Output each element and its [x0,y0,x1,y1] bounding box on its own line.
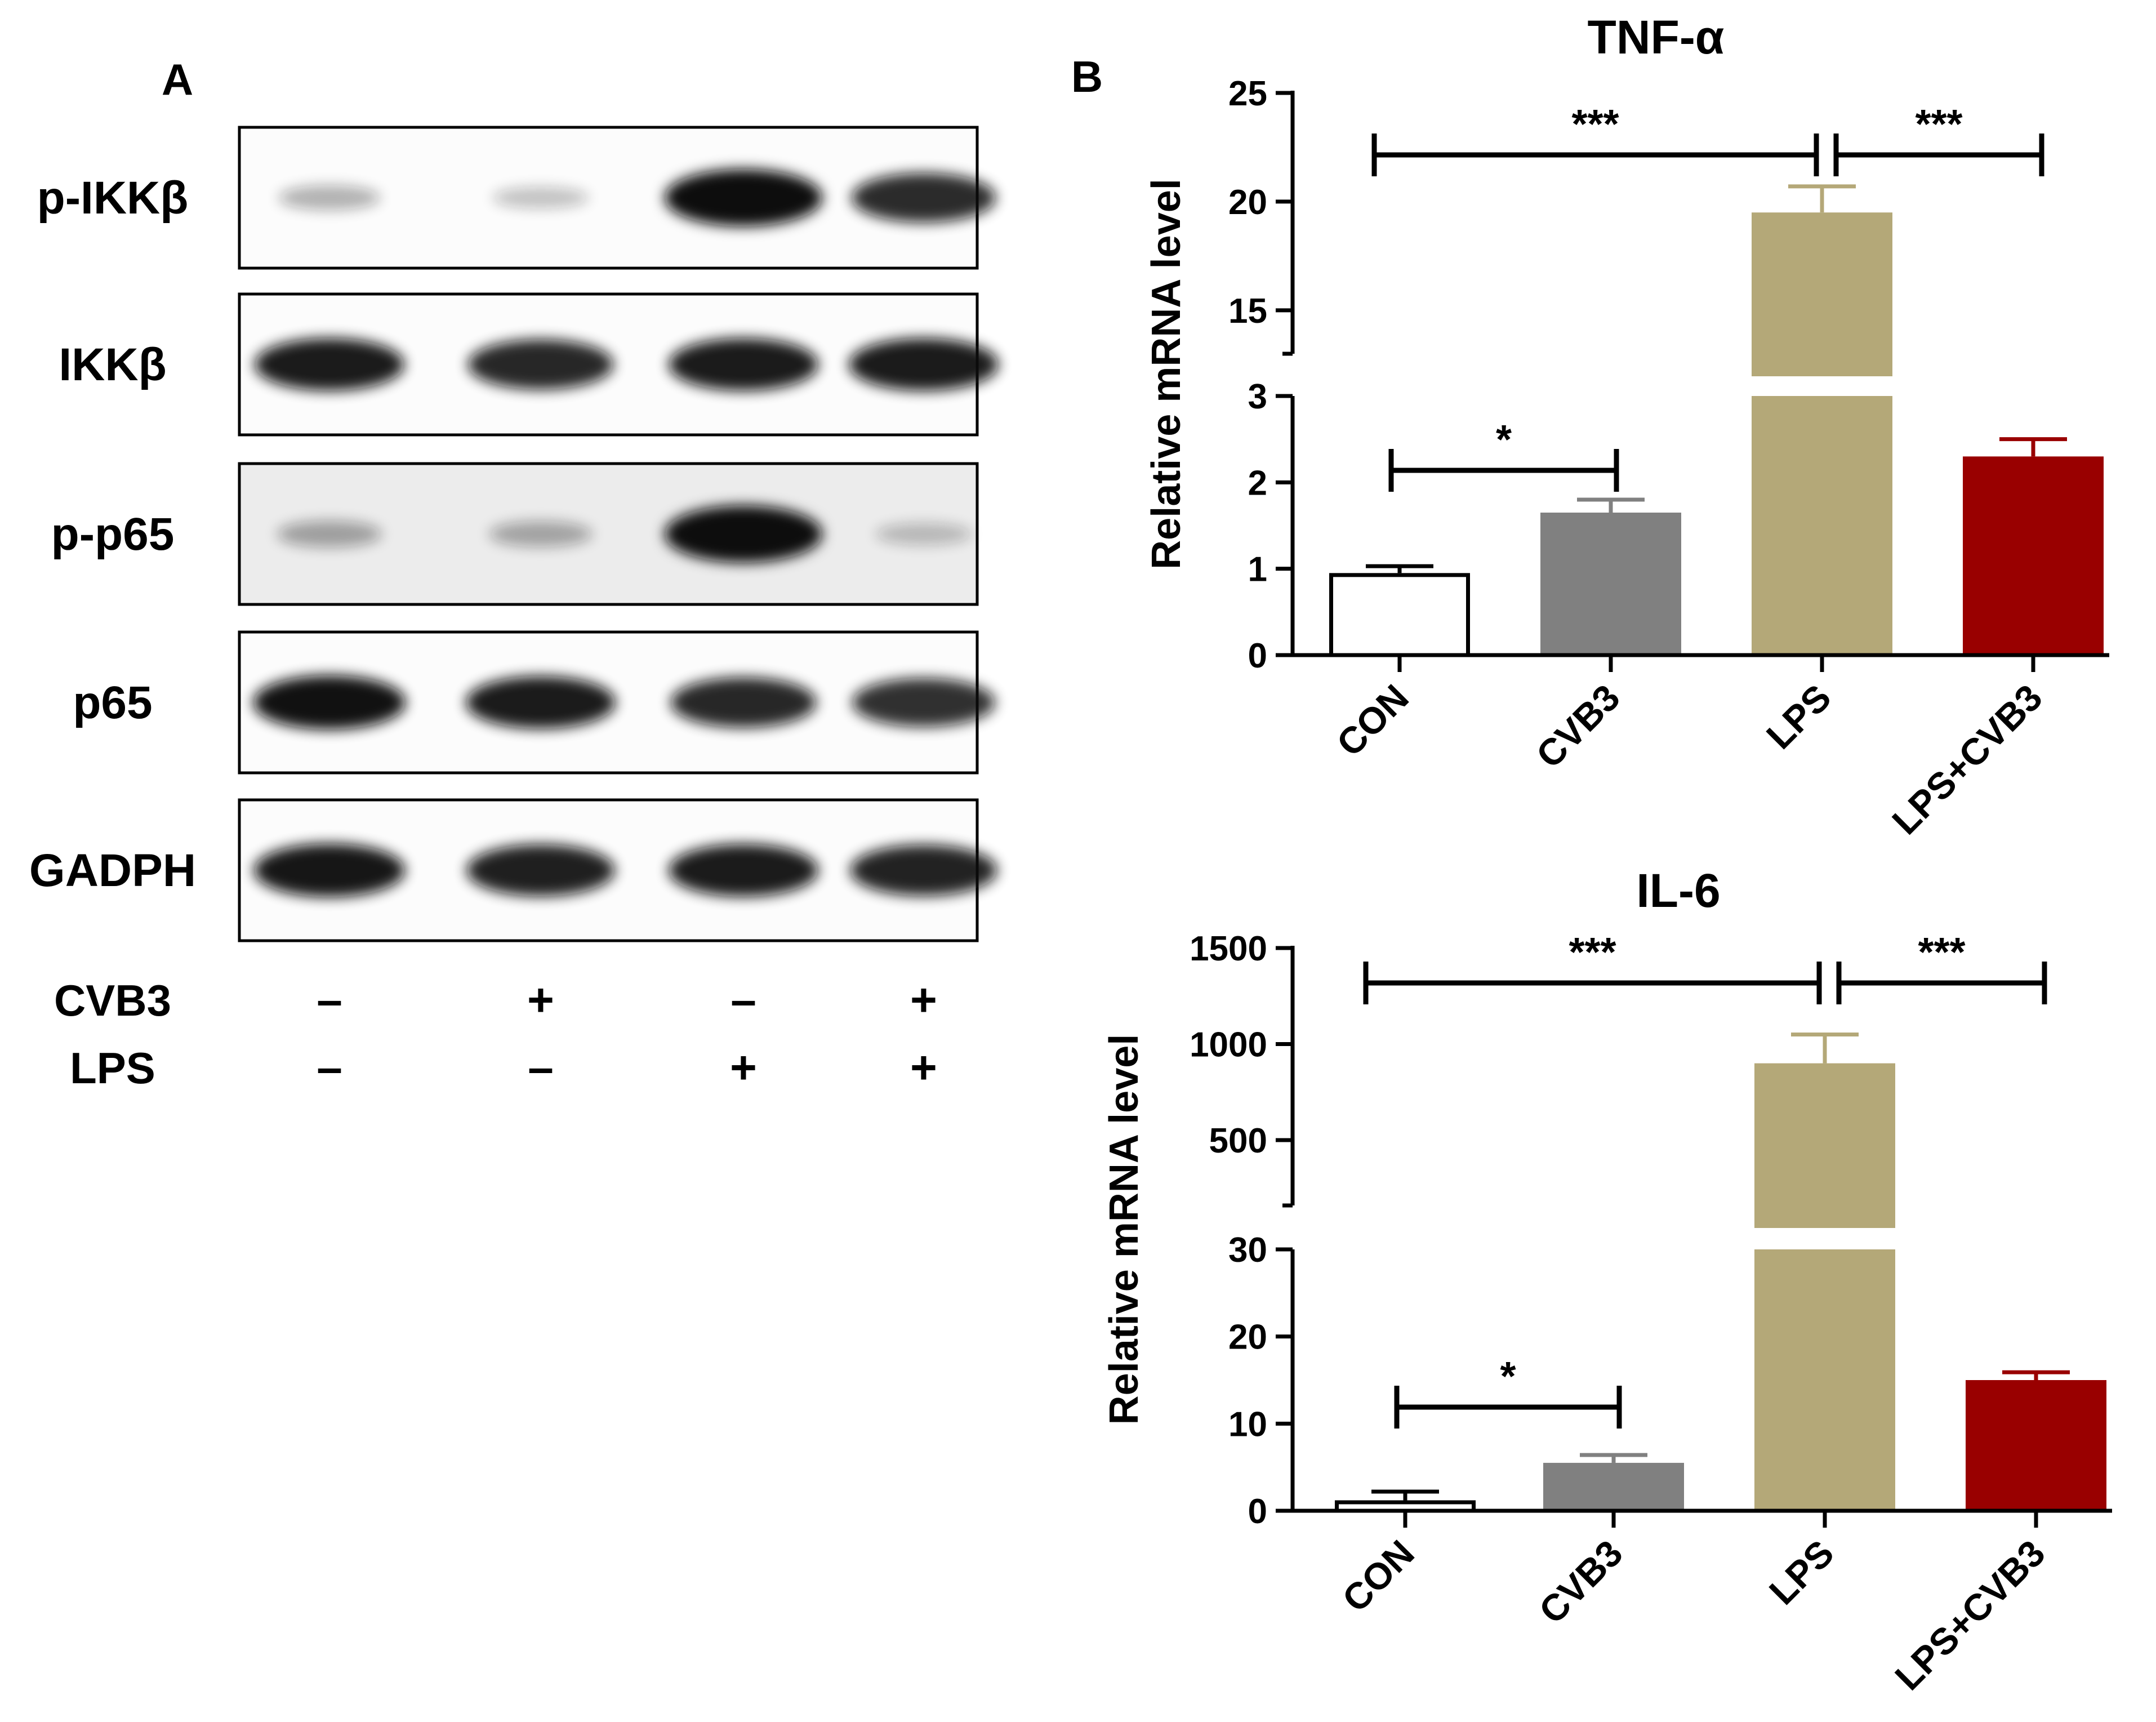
treatment-sign: – [317,1042,342,1093]
band-gadph-lane-1 [254,843,405,897]
blot-label-p-ikk: p-IKKβ [37,172,189,224]
treatment-sign: + [910,1042,937,1093]
band-p-ikk-lane-2 [492,186,589,209]
band-p-ikk-lane-4 [852,173,996,223]
y-tick-label: 20 [1228,183,1267,222]
band-p-p65-lane-2 [489,521,593,547]
bar-lps-upper [1752,212,1892,376]
treatment-sign: – [317,975,342,1026]
significance-label: * [1500,1354,1516,1399]
band-gadph-lane-4 [850,844,997,896]
significance-label: * [1496,417,1512,462]
treatment-sign: – [528,1042,554,1093]
x-tick-label-cvb3: CVB3 [1528,677,1628,776]
y-tick-label: 0 [1248,637,1267,675]
il6-chart: IL-6 Relative mRNA level 0 10 20 30 500 1000 150… [1102,864,2112,1698]
band-ikk-lane-4 [849,338,999,391]
x-tick-label-lps-cvb3: LPS+CVB3 [1884,677,2050,843]
tnf-alpha-chart: TNF-α Relative mRNA level 0 1 2 3 15 20 25 CON CVB… [1144,11,2109,842]
bar-con [1329,573,1470,657]
x-tick-label-lps: LPS [1758,677,1839,757]
y-axis-label: Relative mRNA level [1144,179,1189,569]
band-p65-lane-1 [253,675,406,730]
significance-label: *** [1571,102,1619,147]
treatment-sign: + [527,975,554,1026]
y-tick-label: 2 [1248,464,1267,502]
y-tick-label: 10 [1228,1405,1267,1444]
band-p65-lane-4 [852,678,995,727]
y-tick-label: 1 [1248,550,1267,589]
band-gadph-lane-3 [669,844,818,897]
y-tick-label: 30 [1228,1231,1267,1270]
treatment-table: CVB3 – + – + LPS – – + + [54,975,937,1093]
significance-label: *** [1918,930,1965,975]
treatment-sign: + [730,1042,757,1093]
blot-label-gadph: GADPH [29,845,196,896]
bar-lps-cvb3 [1966,1380,2106,1511]
band-ikk-lane-3 [669,338,818,391]
bar-cvb3 [1543,1462,1684,1511]
band-ikk-lane-2 [467,339,614,390]
panel-b-label: B [1071,52,1103,101]
x-tick-label-lps-cvb3: LPS+CVB3 [1887,1532,2053,1698]
bar-lps [1754,1249,1895,1511]
band-p-ikk-lane-3 [665,169,822,226]
treatment-label-lps: LPS [70,1043,155,1093]
band-p-ikk-lane-1 [278,185,381,211]
treatment-sign: – [730,975,756,1026]
significance-label: *** [1569,930,1616,975]
y-tick-label: 3 [1248,377,1267,416]
bar-cvb3 [1540,513,1681,655]
band-gadph-lane-2 [466,844,615,897]
y-tick-label: 500 [1209,1122,1267,1160]
y-tick-label: 25 [1228,74,1267,113]
western-blot-panel: p-IKKβ IKKβ p-p65 p65 GADPH [29,126,999,942]
y-tick-label: 15 [1228,292,1267,331]
y-tick-label: 1500 [1190,929,1267,968]
bar-lps [1752,396,1892,655]
chart-title: TNF-α [1588,11,1725,64]
y-tick-label: 20 [1228,1318,1267,1357]
band-ikk-lane-1 [255,338,404,391]
y-tick-label: 0 [1248,1492,1267,1531]
panel-a-label: A [162,55,193,104]
band-p-p65-lane-1 [277,520,382,548]
x-tick-label-lps: LPS [1761,1532,1842,1613]
significance-label: *** [1915,102,1962,147]
band-p-p65-lane-4 [875,523,972,545]
blot-label-p-p65: p-p65 [51,509,175,560]
x-tick-label-con: CON [1329,677,1416,764]
bar-lps-upper [1754,1063,1895,1228]
treatment-sign: + [910,975,937,1026]
bar-lps-cvb3 [1963,456,2104,655]
band-p65-lane-2 [466,676,616,729]
blot-label-p65: p65 [73,677,152,728]
x-tick-label-cvb3: CVB3 [1531,1532,1631,1632]
blot-label-ikk: IKKβ [59,339,166,390]
y-tick-label: 1000 [1190,1026,1267,1065]
chart-title: IL-6 [1636,864,1720,917]
band-p65-lane-3 [670,677,817,728]
treatment-label-cvb3: CVB3 [54,976,171,1025]
band-p-p65-lane-3 [665,505,822,563]
y-axis-label: Relative mRNA level [1102,1034,1147,1425]
x-tick-label-con: CON [1334,1532,1422,1620]
